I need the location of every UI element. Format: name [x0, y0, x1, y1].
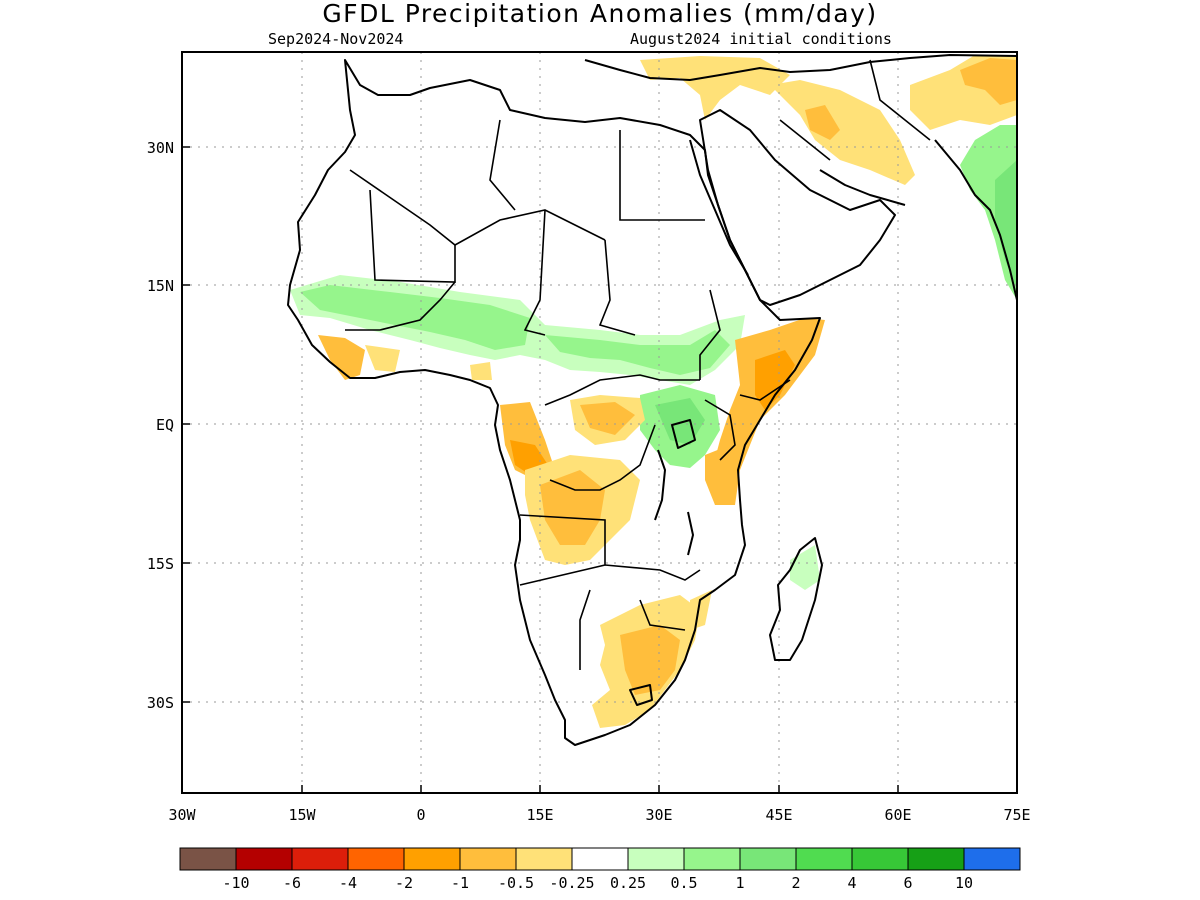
y-axis-labels: 30N 15N EQ 15S 30S — [147, 139, 174, 712]
colorbar-label: -6 — [283, 874, 301, 892]
colorbar-swatch — [235, 847, 293, 871]
colorbar-swatch — [627, 847, 685, 871]
arabia-coastline — [699, 109, 896, 306]
colorbar-swatch — [851, 847, 909, 871]
colorbar-swatch — [347, 847, 405, 871]
colorbar-label: -4 — [339, 874, 357, 892]
colorbar-label: -1 — [451, 874, 469, 892]
east-horn-dry-region — [712, 318, 825, 505]
grid-lines — [182, 52, 1017, 793]
colorbar-label: 2 — [791, 874, 800, 892]
colorbar-swatch — [683, 847, 741, 871]
gulf-dry — [470, 362, 492, 380]
colorbar-swatch — [907, 847, 965, 871]
x-axis-labels: 30W 15W 0 15E 30E 45E 60E 75E — [168, 806, 1030, 824]
colorbar-label: -10 — [222, 874, 249, 892]
colorbar-label: -0.5 — [498, 874, 534, 892]
y-tick-label: 30N — [147, 139, 174, 157]
colorbar-label: -2 — [395, 874, 413, 892]
colorbar-swatch — [459, 847, 517, 871]
colorbar-label: -0.25 — [549, 874, 594, 892]
colorbar-label: 4 — [847, 874, 856, 892]
map-area — [182, 52, 1017, 793]
colorbar-label: 10 — [955, 874, 973, 892]
y-tick-label: 30S — [147, 694, 174, 712]
sahel-wet-core — [300, 285, 530, 350]
madagascar-coastline — [769, 537, 823, 661]
red-sea — [689, 139, 749, 276]
figure-title: GFDL Precipitation Anomalies (mm/day) — [322, 0, 877, 28]
coastlines — [287, 54, 1017, 746]
guinea-coast-dry — [318, 335, 365, 380]
initial-conditions: August2024 initial conditions — [630, 30, 892, 48]
axis-tick-marks — [181, 146, 1018, 793]
angola-dry-core — [540, 470, 605, 545]
india-wet-region — [960, 125, 1017, 300]
forecast-period: Sep2024-Nov2024 — [268, 30, 403, 48]
colorbar-swatch — [795, 847, 853, 871]
x-tick-label: 45E — [765, 806, 792, 824]
sahel-wet-east — [545, 330, 730, 375]
guinea-coast-dry-2 — [365, 345, 400, 372]
colorbar-label: 1 — [735, 874, 744, 892]
africa-coastline — [287, 59, 821, 746]
colorbar-swatch — [739, 847, 797, 871]
europe-coastline — [584, 54, 1017, 81]
arabia-dry-core — [805, 105, 840, 140]
southern-africa-dry-core — [620, 625, 680, 695]
arabia-dry-region-2 — [770, 80, 915, 185]
iran-dry-core — [960, 58, 1017, 105]
colorbar-swatch — [291, 847, 349, 871]
map-frame — [181, 51, 1018, 794]
x-tick-label: 15E — [526, 806, 553, 824]
arabia-dry-region — [640, 56, 790, 120]
y-tick-label: 15N — [147, 277, 174, 295]
x-tick-label: 15W — [288, 806, 316, 824]
congo-central-dry-core — [580, 402, 635, 435]
east-horn-dry-core — [755, 350, 795, 410]
lake-tanganyika — [654, 449, 666, 521]
colorbar-swatch — [571, 847, 629, 871]
colorbar-swatch — [403, 847, 461, 871]
india-wet-core — [995, 160, 1017, 290]
colorbar-label: 0.25 — [610, 874, 646, 892]
x-tick-label: 30W — [168, 806, 196, 824]
colorbar-swatch — [963, 847, 1021, 871]
mozambique-dry — [690, 590, 712, 630]
colorbar-swatch — [179, 847, 237, 871]
kenya-dry-region — [705, 445, 740, 505]
lesotho — [629, 684, 653, 706]
colorbar-swatch — [515, 847, 573, 871]
y-tick-label: EQ — [156, 416, 174, 434]
x-tick-label: 30E — [645, 806, 672, 824]
colorbar-label: 0.5 — [670, 874, 697, 892]
persian-gulf — [819, 169, 906, 206]
x-tick-label: 0 — [416, 806, 425, 824]
lake-victoria — [671, 419, 696, 449]
india-coastline — [934, 139, 1017, 301]
x-tick-label: 75E — [1003, 806, 1030, 824]
y-tick-label: 15S — [147, 555, 174, 573]
x-tick-label: 60E — [884, 806, 911, 824]
country-borders — [345, 59, 931, 670]
colorbar: -10 -6 -4 -2 -1 -0.5 -0.25 0.25 0.5 1 2 4 6 10 — [179, 847, 1021, 892]
colorbar-label: 6 — [903, 874, 912, 892]
lake-malawi — [687, 511, 694, 556]
